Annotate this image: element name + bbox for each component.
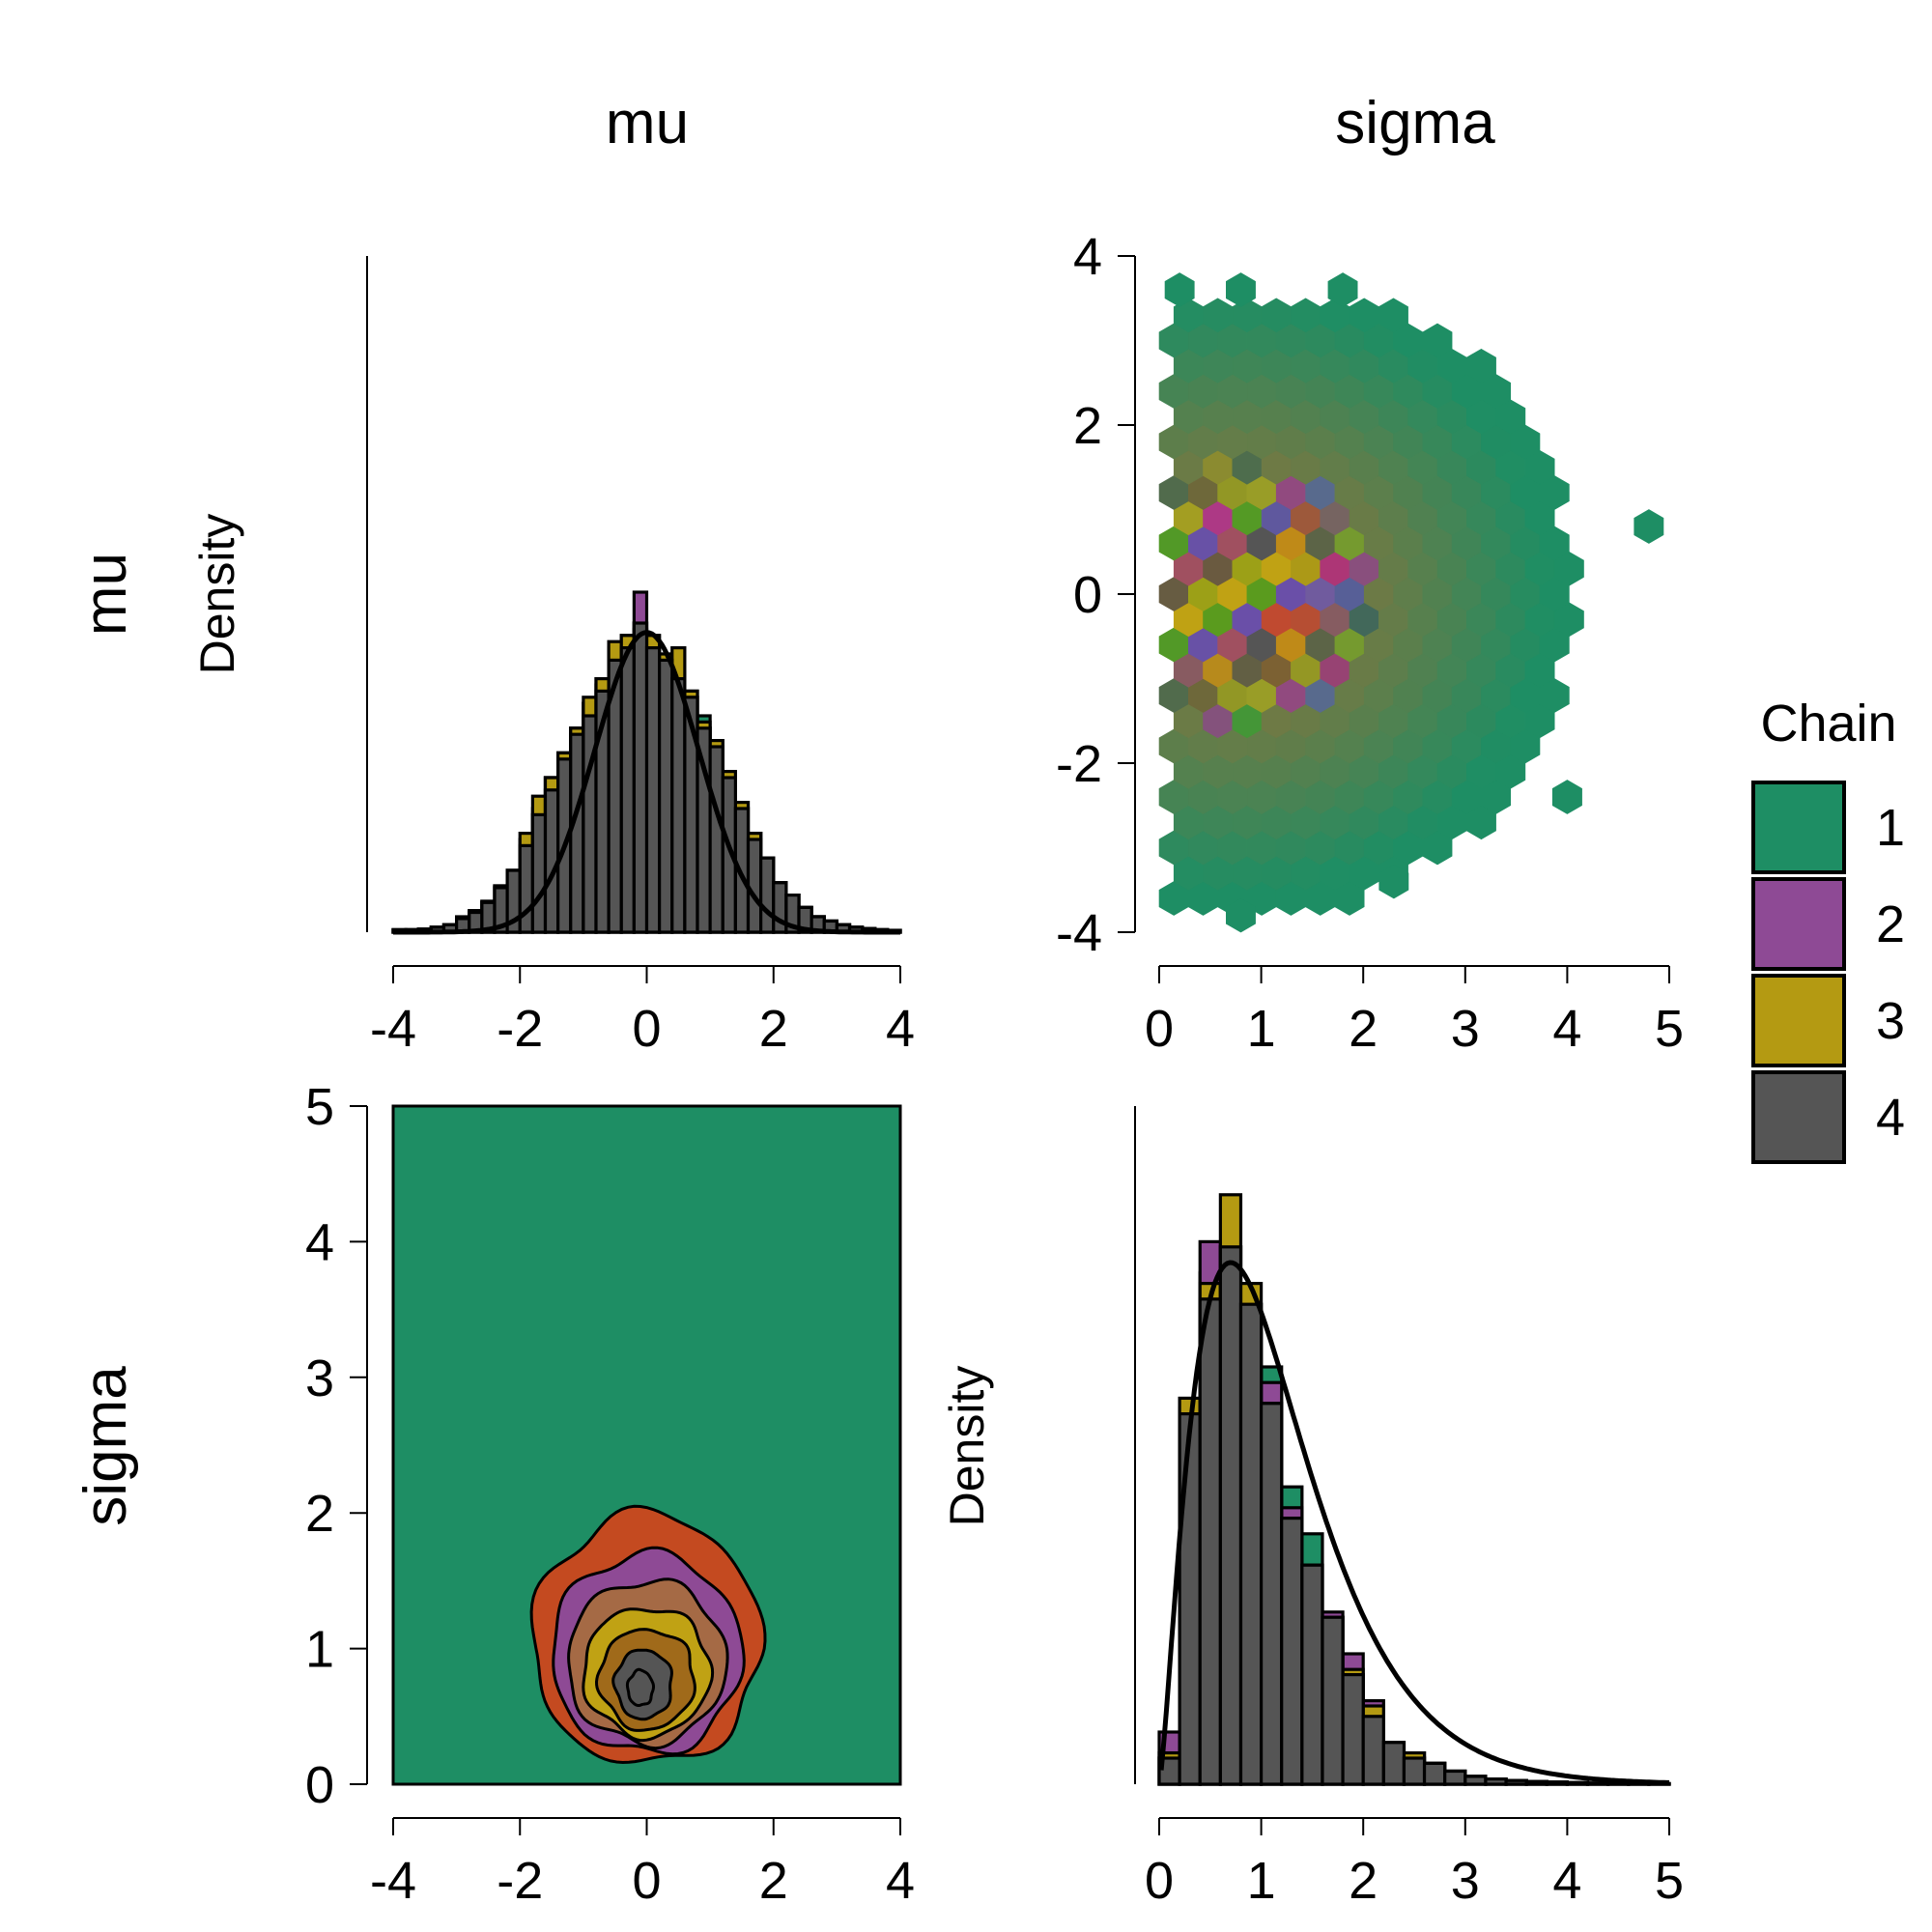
contour-y-tick-label: 5 (305, 1078, 334, 1136)
hexbin-cell-isolated (1634, 509, 1664, 544)
contour-x-tick-label: 0 (632, 1852, 661, 1910)
sigma-hist-bar-chain4 (1484, 1776, 1508, 1786)
sigma-hist-bar-chain4 (1504, 1778, 1528, 1786)
sigma-hist-bar-chain4 (1463, 1775, 1488, 1786)
hexbin-cell (1378, 298, 1408, 333)
mu-hist-x-tick-label: -4 (370, 1000, 416, 1058)
hexbin-y-tick-label: -4 (1056, 904, 1102, 962)
ylabel-density-mu: Density (190, 514, 244, 675)
mu-hist-bar-chain4 (658, 658, 674, 934)
mu-hist-bar-chain4 (530, 812, 548, 934)
sigma-hist-bar-chain4 (1259, 1402, 1284, 1786)
legend-label-1: 1 (1876, 799, 1905, 857)
hexbin-y-tick-label: -2 (1056, 735, 1102, 793)
legend-label-2: 2 (1876, 895, 1905, 953)
sigma-hist-bar-chain4 (1280, 1516, 1304, 1786)
hexbin-cell (1422, 323, 1453, 358)
hexbin-x-tick-label: 5 (1655, 1000, 1684, 1058)
sigma-hist-bar-chain4 (1422, 1761, 1447, 1786)
contour-level-7 (625, 1667, 655, 1707)
hexbin-x-tick-label: 4 (1552, 1000, 1581, 1058)
contour-x-tick-label: 4 (886, 1852, 915, 1910)
contour-x-tick-label: 2 (759, 1852, 788, 1910)
hexbin-cell (1466, 348, 1496, 384)
sigma-hist-bar-chain4 (1300, 1563, 1324, 1786)
legend-swatch-4 (1751, 1070, 1846, 1164)
mu-hist-bar-chain4 (708, 745, 724, 934)
sigma-hist-bar-chain4 (1443, 1769, 1467, 1786)
sigma-hist-bar-chain4 (1361, 1715, 1385, 1786)
mu-hist-x-tick-label: 0 (632, 1000, 661, 1058)
sigma-hist-bar-chain4 (1381, 1741, 1406, 1786)
panel-sigma-mu-hexbin: 0 1 2 3 4 5 -4 -2 0 2 4 (1056, 228, 1684, 1058)
legend-swatch-2 (1751, 877, 1846, 971)
sigma-hist-bar-chain4 (1218, 1245, 1243, 1786)
mu-hist-bar-chain4 (670, 676, 687, 934)
contour-y-tick-label: 4 (305, 1213, 334, 1271)
panel-mu-sigma-contour: -4 -2 0 2 4 0 1 2 3 4 5 (305, 1078, 915, 1910)
sigma-hist-x-tick-label: 1 (1247, 1852, 1276, 1910)
hexbin-x-tick-label: 2 (1349, 1000, 1378, 1058)
panel-mu-histogram: -4 -2 0 2 4 (366, 256, 915, 1058)
sigma-hist-x-tick-label: 5 (1655, 1852, 1684, 1910)
mu-hist-bar-chain4 (632, 621, 649, 934)
sigma-hist-bar-chain4 (1238, 1302, 1264, 1786)
mu-hist-bar-chain4 (759, 856, 776, 934)
row-title-mu: mu (72, 553, 139, 636)
hexbin-x-tick-label: 0 (1145, 1000, 1174, 1058)
legend-label-3: 3 (1876, 992, 1905, 1050)
mu-hist-bar-chain4 (569, 732, 585, 934)
mu-hist-bar-chain4 (746, 838, 763, 934)
sigma-hist-bar-chain4 (1402, 1756, 1427, 1786)
mu-hist-bar-chain4 (518, 843, 534, 934)
hexbin-x-tick-label: 1 (1247, 1000, 1276, 1058)
sigma-hist-bar-chain4 (1524, 1779, 1548, 1786)
mu-hist-bar-chain4 (619, 645, 636, 934)
contour-x-tick-label: -4 (370, 1852, 416, 1910)
legend: Chain 1 2 3 4 (1751, 695, 1905, 1164)
mu-hist-x-tick-label: -2 (497, 1000, 543, 1058)
legend-swatch-3 (1751, 974, 1846, 1067)
sigma-hist-bar-chain4 (1565, 1780, 1590, 1786)
mu-hist-bar-chain4 (644, 645, 662, 934)
column-title-mu: mu (606, 90, 689, 156)
sigma-hist-x-tick-label: 2 (1349, 1852, 1378, 1910)
contour-x-tick-label: -2 (497, 1852, 543, 1910)
contour-y-tick-label: 3 (305, 1350, 334, 1407)
hexbin-x-tick-label: 3 (1451, 1000, 1480, 1058)
sigma-hist-bar-chain4 (1545, 1780, 1570, 1786)
mu-hist-x-tick-label: 2 (759, 1000, 788, 1058)
legend-title: Chain (1760, 695, 1896, 753)
hexbin-cell-isolated (1226, 897, 1256, 933)
hexbin-y-tick-label: 4 (1073, 228, 1102, 286)
sigma-density-curve (1158, 1260, 1669, 1785)
ylabel-density-sigma: Density (940, 1366, 994, 1527)
hexbin-cell-isolated (1226, 272, 1256, 307)
legend-swatch-1 (1751, 781, 1846, 874)
column-title-sigma: sigma (1335, 90, 1495, 156)
contour-y-tick-label: 1 (305, 1621, 334, 1679)
sigma-hist-bar-chain4 (1341, 1672, 1365, 1786)
row-title-sigma: sigma (72, 1366, 139, 1526)
sigma-hist-bar-chain4 (1321, 1615, 1345, 1786)
hexbin-cell-isolated (1551, 780, 1582, 814)
hexbin-cell-isolated (1327, 272, 1358, 307)
sigma-hist-bar-chain4 (1585, 1781, 1610, 1786)
hexbin-y-tick-label: 2 (1073, 397, 1102, 455)
panel-sigma-histogram: 0 1 2 3 4 5 (1134, 1106, 1684, 1910)
mu-density-curve (393, 630, 900, 935)
contour-y-tick-label: 2 (305, 1485, 334, 1543)
hexbin-cell-isolated (1378, 864, 1409, 899)
sigma-hist-bar-chain4 (1178, 1411, 1202, 1786)
mu-hist-x-tick-label: 4 (886, 1000, 915, 1058)
sigma-hist-bar-chain4 (1198, 1297, 1222, 1786)
hexbin-y-tick-label: 0 (1073, 566, 1102, 624)
sigma-hist-x-tick-label: 0 (1145, 1852, 1174, 1910)
contour-y-tick-label: 0 (305, 1756, 334, 1814)
hexbin-cell-isolated (1164, 272, 1195, 307)
legend-label-4: 4 (1876, 1089, 1905, 1147)
sigma-hist-x-tick-label: 3 (1451, 1852, 1480, 1910)
sigma-hist-x-tick-label: 4 (1552, 1852, 1581, 1910)
